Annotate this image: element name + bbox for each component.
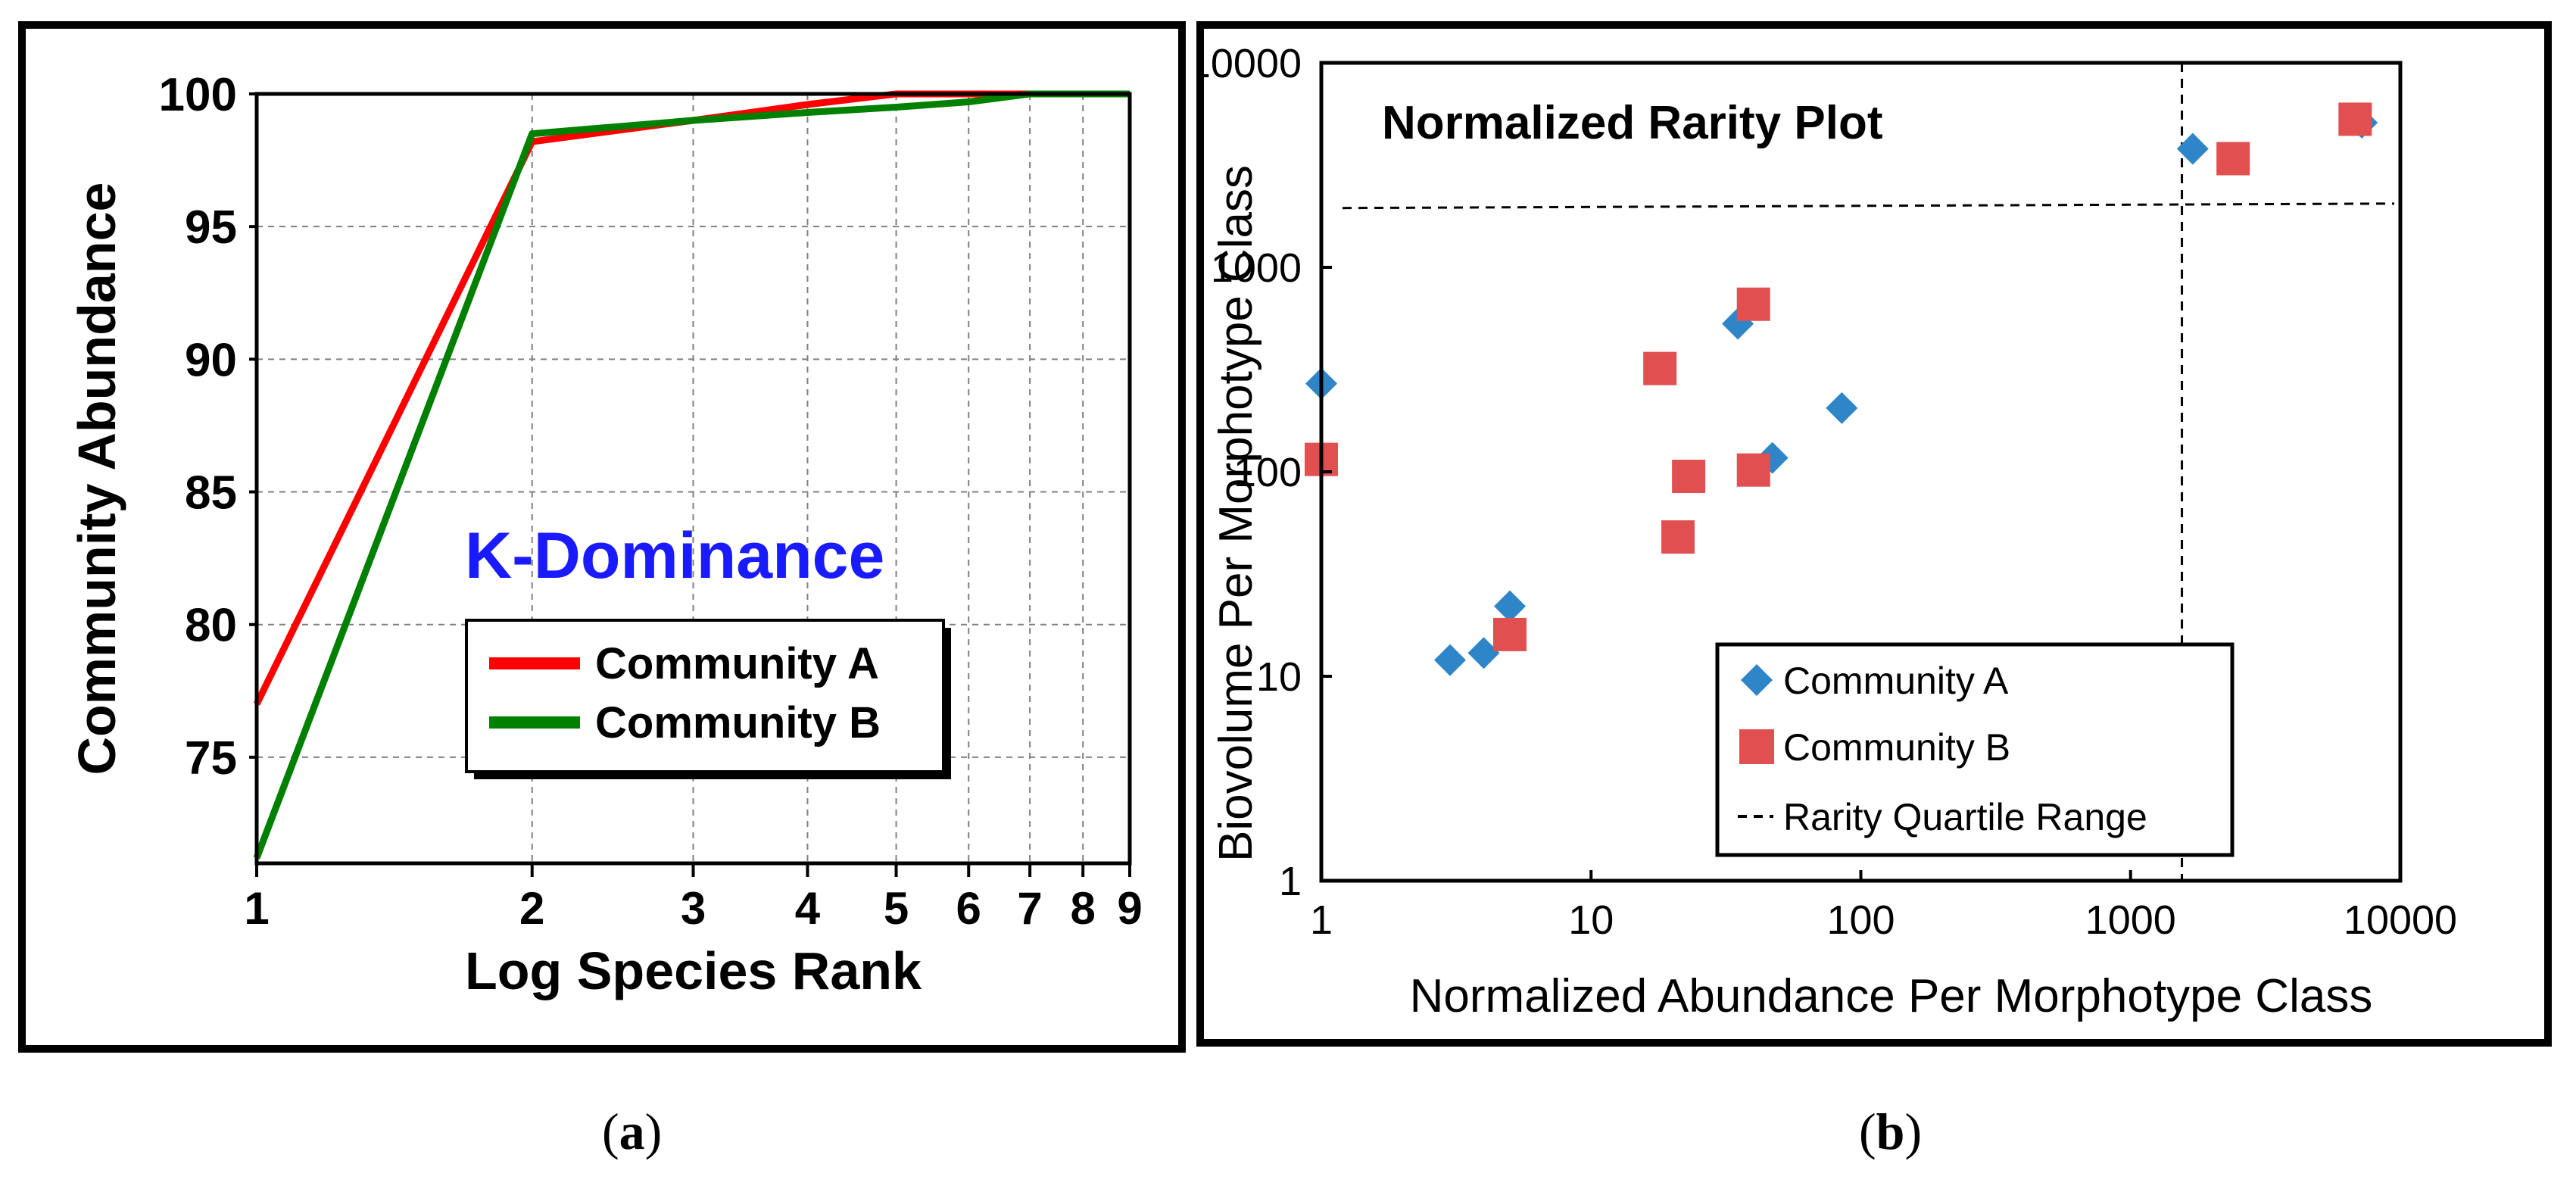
legend-label-community-b: Community B (595, 698, 881, 747)
x-tick-label: 1000 (2085, 897, 2176, 943)
rarity-plot-panel: 1 10 100 1000 10000 1 10 100 1000 10000 Normalize… (1196, 21, 2552, 1047)
x-tick-label: 10000 (2344, 897, 2457, 943)
y-tick-label: 100 (159, 69, 237, 121)
x-tick-label: 2 (519, 883, 544, 934)
x-tick-label: 100 (1826, 897, 1895, 943)
data-point-community-b (1672, 460, 1706, 494)
y-tick-label: 80 (185, 600, 237, 652)
chart-title: K-Dominance (465, 520, 884, 592)
chart-title: Normalized Rarity Plot (1382, 97, 1882, 149)
legend: Community A Community B Rarity Quartile … (1715, 642, 2235, 857)
data-point-community-b (1661, 520, 1695, 554)
y-tick-label: 75 (185, 732, 237, 785)
legend-label-community-a: Community A (595, 639, 879, 688)
data-point-community-b (1643, 351, 1677, 385)
data-point-community-b (1736, 287, 1770, 321)
data-point-community-b (2216, 142, 2250, 176)
data-point-community-a (2176, 133, 2209, 165)
data-point-community-a (1433, 644, 1466, 676)
data-point-community-b (1493, 617, 1527, 651)
x-axis-label: Normalized Abundance Per Morphotype Clas… (1410, 970, 2373, 1022)
data-point-community-a (1826, 392, 1858, 424)
panel-label-a: (a) (602, 1103, 663, 1160)
y-tick-label: 85 (185, 467, 237, 520)
panel-label-b: (b) (1859, 1103, 1923, 1160)
x-tick-label: 7 (1017, 883, 1042, 934)
x-tick-label: 5 (884, 883, 909, 934)
x-tick-label: 6 (956, 883, 981, 934)
data-point-community-a (1756, 442, 1789, 474)
x-tick-label: 1 (1310, 897, 1333, 943)
legend-label-rarity-range: Rarity Quartile Range (1783, 796, 2147, 838)
y-tick-label: 100 (1233, 450, 1302, 495)
data-point-community-a (1467, 637, 1500, 669)
data-point-community-b (2338, 102, 2372, 136)
legend: Community A Community B (465, 619, 951, 779)
y-tick-label: 1000 (1211, 245, 1302, 291)
y-axis-label: Community Abundance (67, 183, 126, 775)
x-tick-label: 9 (1117, 883, 1142, 934)
x-tick-label: 3 (681, 883, 706, 934)
rarity-scatter-chart: 1 10 100 1000 10000 1 10 100 1000 10000 Normalize… (1204, 41, 2457, 1022)
y-axis-label: Biovolume Per Morphotype Class (1210, 165, 1262, 862)
k-dominance-chart: 75 80 85 90 95 100 1 2 3 4 5 6 7 8 9 K-Dominance Commu… (67, 69, 1143, 1000)
x-tick-label: 10 (1568, 897, 1614, 943)
data-point-community-a (1494, 590, 1527, 623)
legend-label-community-b: Community B (1783, 726, 2010, 769)
y-tick-label: 10000 (1204, 41, 1302, 86)
y-tick-label: 10 (1256, 654, 1302, 700)
x-axis-label: Log Species Rank (465, 941, 922, 1000)
y-tick-label: 1 (1279, 859, 1302, 904)
x-tick-label: 1 (244, 883, 269, 934)
legend-marker-community-a (1741, 664, 1773, 696)
x-tick-label: 8 (1071, 883, 1096, 934)
rarity-quartile-horizontal-line (1342, 202, 2395, 210)
y-tick-label: 90 (185, 334, 237, 386)
legend-label-community-a: Community A (1783, 660, 2009, 702)
data-point-community-b (1736, 453, 1770, 487)
legend-marker-community-b (1739, 729, 1774, 764)
k-dominance-panel: 75 80 85 90 95 100 1 2 3 4 5 6 7 8 9 K-Dominance Commu… (18, 21, 1186, 1053)
y-tick-label: 95 (185, 201, 237, 254)
x-tick-label: 4 (795, 883, 821, 934)
